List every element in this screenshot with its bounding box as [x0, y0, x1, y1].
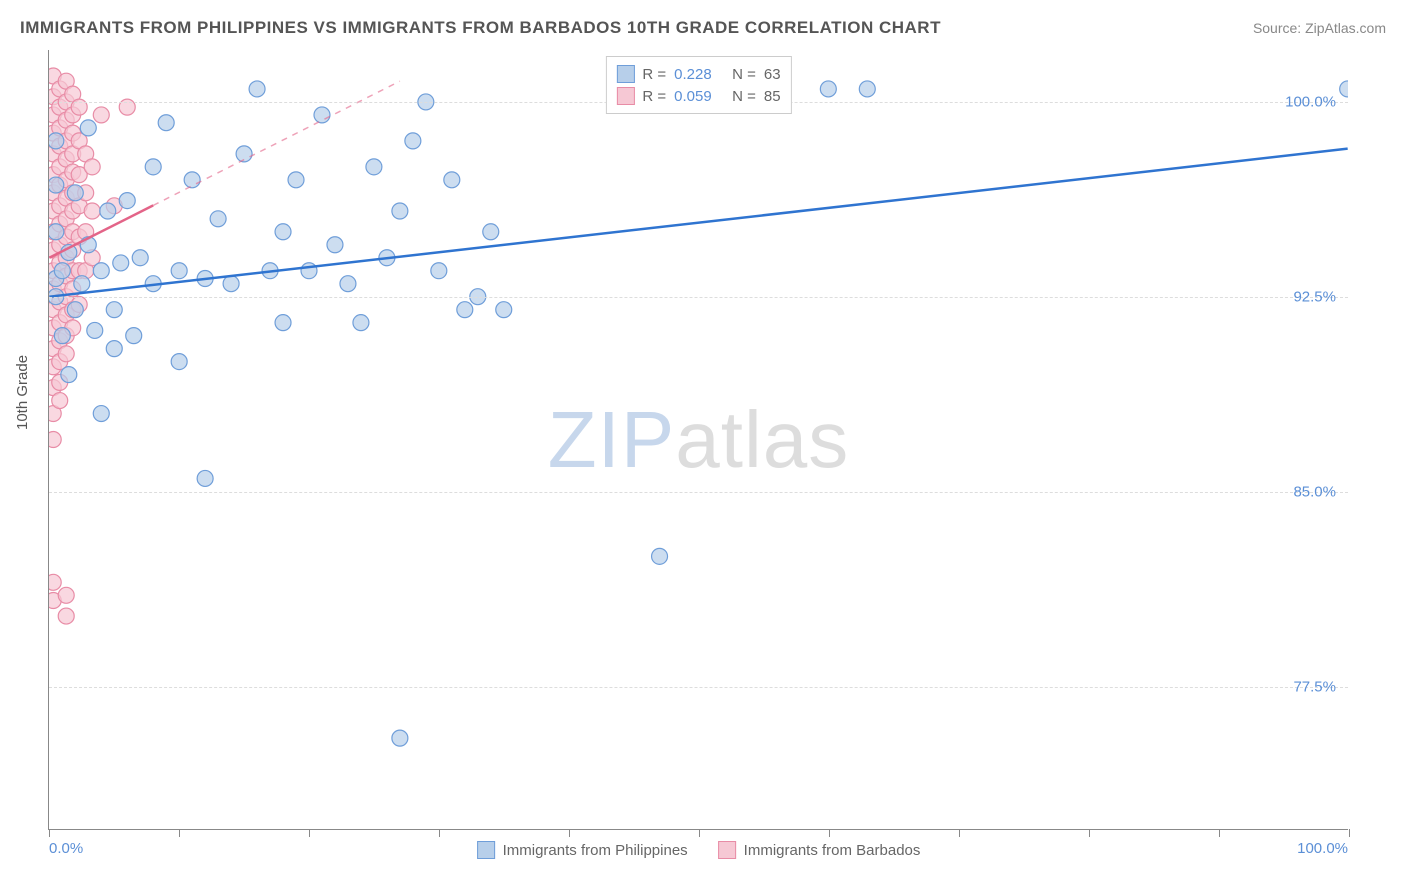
plot-area: ZIPatlas 77.5%85.0%92.5%100.0% 0.0% 100.… [48, 50, 1348, 830]
legend-row-series1: R = 0.228 N = 63 [616, 63, 780, 85]
y-tick-label: 100.0% [1285, 94, 1336, 111]
legend-r-value-2: 0.059 [674, 88, 724, 105]
legend-r-value-1: 0.228 [674, 66, 724, 83]
legend-n-label-1: N = [732, 66, 756, 83]
x-tick [439, 829, 440, 837]
chart-svg [49, 50, 1348, 829]
x-tick [1349, 829, 1350, 837]
y-axis-label: 10th Grade [14, 355, 31, 430]
legend-item-philippines: Immigrants from Philippines [477, 841, 688, 859]
legend-row-series2: R = 0.059 N = 85 [616, 85, 780, 107]
y-tick-label: 77.5% [1293, 679, 1336, 696]
x-tick [309, 829, 310, 837]
x-tick [179, 829, 180, 837]
legend-swatch-series2 [616, 87, 634, 105]
x-tick [1089, 829, 1090, 837]
legend-label-barbados: Immigrants from Barbados [744, 842, 921, 859]
legend-swatch-barbados [718, 841, 736, 859]
legend-series: Immigrants from Philippines Immigrants f… [477, 841, 921, 859]
y-tick-label: 92.5% [1293, 289, 1336, 306]
gridline [49, 492, 1348, 493]
legend-swatch-philippines [477, 841, 495, 859]
legend-correlation: R = 0.228 N = 63 R = 0.059 N = 85 [605, 56, 791, 114]
x-tick [49, 829, 50, 837]
legend-n-value-1: 63 [764, 66, 781, 83]
legend-r-label-2: R = [642, 88, 666, 105]
watermark: ZIPatlas [548, 394, 849, 486]
x-tick [1219, 829, 1220, 837]
legend-swatch-series1 [616, 65, 634, 83]
legend-r-label-1: R = [642, 66, 666, 83]
x-axis-min-label: 0.0% [49, 840, 83, 857]
x-axis-max-label: 100.0% [1297, 840, 1348, 857]
gridline [49, 687, 1348, 688]
legend-n-value-2: 85 [764, 88, 781, 105]
y-tick-label: 85.0% [1293, 484, 1336, 501]
source-label: Source: ZipAtlas.com [1253, 20, 1386, 36]
legend-item-barbados: Immigrants from Barbados [718, 841, 921, 859]
x-tick [569, 829, 570, 837]
legend-n-label-2: N = [732, 88, 756, 105]
legend-label-philippines: Immigrants from Philippines [503, 842, 688, 859]
watermark-atlas: atlas [675, 395, 849, 484]
chart-title: IMMIGRANTS FROM PHILIPPINES VS IMMIGRANT… [20, 18, 941, 38]
watermark-zip: ZIP [548, 395, 675, 484]
x-tick [829, 829, 830, 837]
x-tick [699, 829, 700, 837]
x-tick [959, 829, 960, 837]
gridline [49, 297, 1348, 298]
